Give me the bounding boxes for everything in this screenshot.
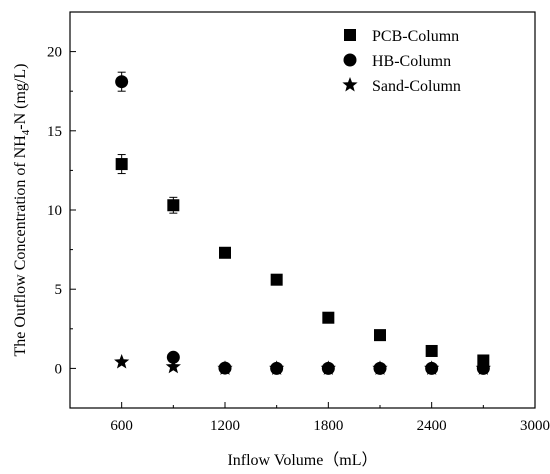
x-axis-label: Inflow Volume（mL） <box>227 451 377 469</box>
y-tick-label: 0 <box>55 361 63 377</box>
series-circle <box>115 71 490 375</box>
y-tick-label: 5 <box>55 282 63 298</box>
y-tick-label: 20 <box>47 45 62 61</box>
data-point-star <box>320 360 336 375</box>
data-point-square <box>219 246 231 259</box>
data-point-star <box>424 360 440 375</box>
data-point-square <box>115 158 128 171</box>
legend-marker-square <box>344 29 356 41</box>
plot-area: 600 1200 1800 2400 3000 0 5 10 15 20 <box>47 11 550 434</box>
data-point-square <box>322 311 335 324</box>
x-tick-label: 3000 <box>520 418 550 434</box>
series-star <box>114 354 491 375</box>
plot-frame <box>69 11 536 409</box>
y-tick-label: 10 <box>47 203 62 219</box>
x-tick-label: 2400 <box>417 418 447 434</box>
x-tick-label: 1200 <box>210 418 240 434</box>
data-point-square <box>374 329 386 342</box>
legend-label: PCB-Column <box>372 28 459 45</box>
series-square <box>115 154 490 367</box>
data-point-square <box>270 273 283 286</box>
data-point-star <box>475 360 491 375</box>
data-point-star <box>269 360 285 375</box>
data-point-star <box>217 360 233 375</box>
y-tick-label: 15 <box>47 124 62 140</box>
series-layer <box>114 71 491 375</box>
data-point-star <box>372 360 388 375</box>
data-point-star <box>114 354 130 369</box>
x-tick-label: 1800 <box>313 418 343 434</box>
data-point-star <box>165 358 181 374</box>
legend-label: HB-Column <box>372 53 451 70</box>
y-axis-label: The Outflow Concentration of NH4-N (mg/L… <box>12 64 32 357</box>
legend: PCB-Column HB-Column Sand-Column <box>342 28 461 95</box>
legend-label: Sand-Column <box>372 78 461 95</box>
data-point-circle <box>166 350 180 364</box>
data-point-circle <box>115 75 129 89</box>
data-point-square <box>167 199 180 212</box>
data-point-square <box>425 344 438 357</box>
legend-marker-star <box>342 77 358 92</box>
legend-marker-circle <box>343 53 357 67</box>
x-tick-label: 600 <box>110 418 133 434</box>
